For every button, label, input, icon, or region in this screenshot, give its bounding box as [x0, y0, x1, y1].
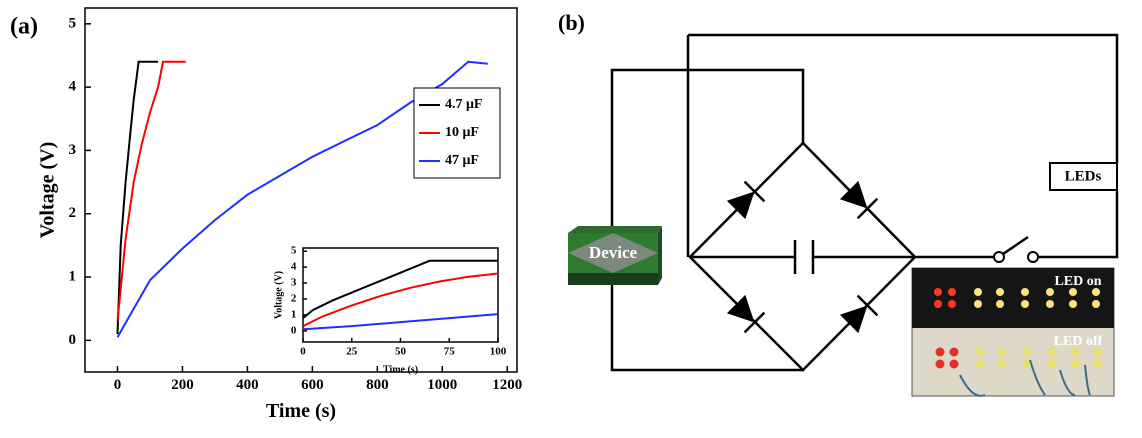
led-unlit — [949, 359, 959, 369]
y-tick-label: 2 — [291, 293, 297, 305]
circuit: LEDs Device LED on LED off — [568, 33, 1119, 397]
bridge — [688, 141, 917, 372]
x-tick-label: 0 — [300, 345, 306, 357]
led-unlit — [975, 359, 985, 369]
led-on-label: LED on — [1054, 274, 1101, 289]
series-line — [116, 60, 488, 338]
y-tick-label: 2 — [69, 205, 77, 221]
wire-photo — [1029, 359, 1046, 396]
x-axis-label: Time (s) — [383, 365, 418, 376]
x-tick-label: 25 — [346, 345, 358, 357]
y-axis-label: Voltage (V) — [274, 271, 285, 319]
x-tick-label: 400 — [236, 377, 259, 393]
led-lit — [948, 300, 956, 308]
y-tick-label: 0 — [291, 324, 297, 336]
led-unlit — [1093, 359, 1103, 369]
switch-contact — [1027, 251, 1039, 263]
panel-label: (a) — [10, 14, 38, 40]
led-unlit — [1070, 359, 1080, 369]
wire-photo — [1059, 369, 1076, 396]
led-lit — [934, 288, 942, 296]
y-axis-label: Voltage (V) — [37, 142, 59, 238]
led-photo: LED on LED off — [911, 267, 1115, 397]
switch-lever — [1002, 235, 1029, 256]
series-line — [116, 60, 186, 322]
led-unlit — [949, 347, 959, 357]
x-tick-label: 75 — [444, 345, 456, 357]
led-off-label: LED off — [1054, 334, 1103, 349]
led-unlit — [975, 347, 985, 357]
wire-photo — [959, 374, 986, 397]
led-lit — [934, 300, 942, 308]
x-tick-label: 600 — [301, 377, 324, 393]
legend-label: 47 μF — [445, 153, 479, 168]
led-lit — [1046, 288, 1054, 296]
x-tick-label: 1200 — [492, 377, 522, 393]
plot-frame — [84, 7, 518, 373]
led-lit — [1021, 288, 1029, 296]
y-tick-label: 1 — [69, 268, 77, 284]
x-tick-label: 100 — [490, 345, 507, 357]
switch-contact — [993, 251, 1005, 263]
device-block: Device — [568, 226, 662, 285]
x-tick-label: 0 — [114, 377, 122, 393]
led-unlit — [1093, 347, 1103, 357]
led-unlit — [1070, 347, 1080, 357]
led-unlit — [1022, 347, 1032, 357]
legend-label: 10 μF — [445, 125, 479, 140]
x-tick-label: 200 — [171, 377, 194, 393]
x-tick-label: 1000 — [427, 377, 457, 393]
led-lit — [996, 300, 1004, 308]
x-axis-label: Time (s) — [266, 400, 336, 422]
panel-label: (b) — [558, 10, 585, 35]
y-tick-label: 3 — [291, 277, 297, 289]
led-lit — [974, 300, 982, 308]
led-unlit — [1047, 359, 1057, 369]
led-lit — [1069, 288, 1077, 296]
led-unlit — [1022, 359, 1032, 369]
led-lit — [1069, 300, 1077, 308]
legend-label: 4.7 μF — [445, 97, 483, 112]
wire-photo — [1084, 364, 1091, 396]
led-unlit — [935, 347, 945, 357]
series-line — [302, 259, 498, 319]
y-tick-label: 0 — [69, 332, 77, 348]
led-lit — [974, 288, 982, 296]
led-lit — [1092, 288, 1100, 296]
leds-label: LEDs — [1065, 168, 1102, 184]
y-tick-label: 4 — [69, 79, 77, 95]
y-tick-label: 5 — [291, 245, 297, 257]
y-tick-label: 5 — [69, 15, 77, 31]
led-lit — [1092, 300, 1100, 308]
led-unlit — [1047, 347, 1057, 357]
capacitor — [690, 240, 915, 274]
led-unlit — [935, 359, 945, 369]
wire — [688, 33, 1119, 259]
led-lit — [1021, 300, 1029, 308]
series-line — [302, 313, 499, 331]
y-tick-label: 3 — [69, 142, 77, 158]
x-tick-label: 50 — [395, 345, 407, 357]
device-label: Device — [589, 243, 638, 262]
led-lit — [1046, 300, 1054, 308]
series-line — [302, 272, 499, 327]
y-tick-label: 4 — [291, 261, 297, 273]
led-lit — [996, 288, 1004, 296]
led-unlit — [997, 347, 1007, 357]
led-unlit — [997, 359, 1007, 369]
y-tick-label: 1 — [291, 308, 297, 320]
series-line — [116, 60, 159, 335]
x-tick-label: 800 — [366, 377, 389, 393]
leds-box — [1049, 162, 1118, 191]
wire — [610, 35, 805, 372]
led-lit — [948, 288, 956, 296]
